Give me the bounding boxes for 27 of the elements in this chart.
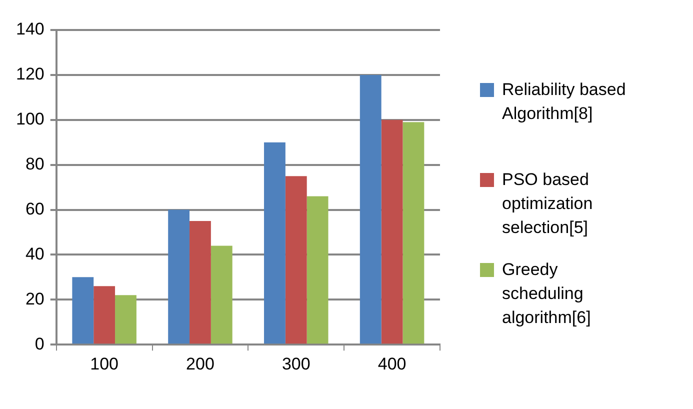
y-tick-label: 40 [25, 244, 44, 264]
bar [210, 246, 232, 344]
y-tick-label: 140 [16, 20, 44, 39]
bar [360, 74, 382, 344]
y-tick-label: 80 [25, 154, 44, 174]
y-tick-label: 100 [16, 110, 44, 129]
bar [285, 176, 307, 344]
bar [306, 196, 328, 344]
bar [264, 142, 286, 344]
legend-label: PSO based optimization selection[5] [502, 169, 594, 239]
legend-label: Reliability based Algorithm[8] [502, 79, 627, 125]
x-tick-label: 200 [186, 354, 214, 374]
y-tick-label: 60 [25, 199, 44, 218]
legend-label: Greedy scheduling algorithm[6] [502, 259, 592, 329]
bar [168, 210, 190, 344]
y-tick-label: 0 [34, 334, 44, 354]
bar [190, 221, 211, 344]
y-tick-label: 120 [16, 64, 44, 84]
x-tick-label: 100 [90, 354, 119, 374]
bar [402, 122, 424, 344]
bar [72, 277, 94, 344]
y-tick-label: 20 [25, 289, 44, 308]
bar [381, 120, 403, 344]
x-tick-label: 400 [378, 354, 406, 374]
bar [94, 286, 116, 344]
bar [115, 295, 136, 344]
x-tick-label: 300 [282, 354, 310, 374]
